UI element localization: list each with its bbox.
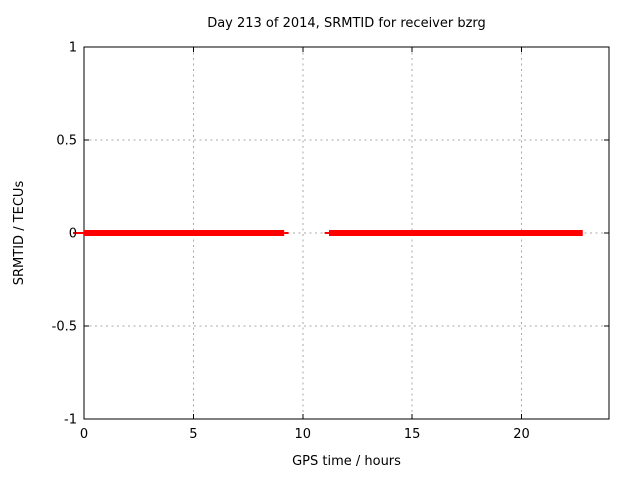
y-tick-label: -1: [64, 413, 77, 428]
x-tick-label: 5: [189, 427, 197, 442]
y-tick-label: -0.5: [52, 320, 77, 335]
x-tick-label: 15: [404, 427, 421, 442]
x-tick-label: 20: [513, 427, 530, 442]
y-tick-label: 1: [69, 41, 77, 56]
y-tick-label: 0.5: [56, 134, 77, 149]
y-axis-label: SRMTID / TECUs: [12, 180, 27, 286]
chart-title: Day 213 of 2014, SRMTID for receiver bzr…: [207, 16, 486, 31]
x-axis-label: GPS time / hours: [292, 454, 401, 469]
x-tick-label: 10: [294, 427, 311, 442]
x-tick-label: 0: [80, 427, 88, 442]
y-tick-label: 0: [69, 227, 77, 242]
